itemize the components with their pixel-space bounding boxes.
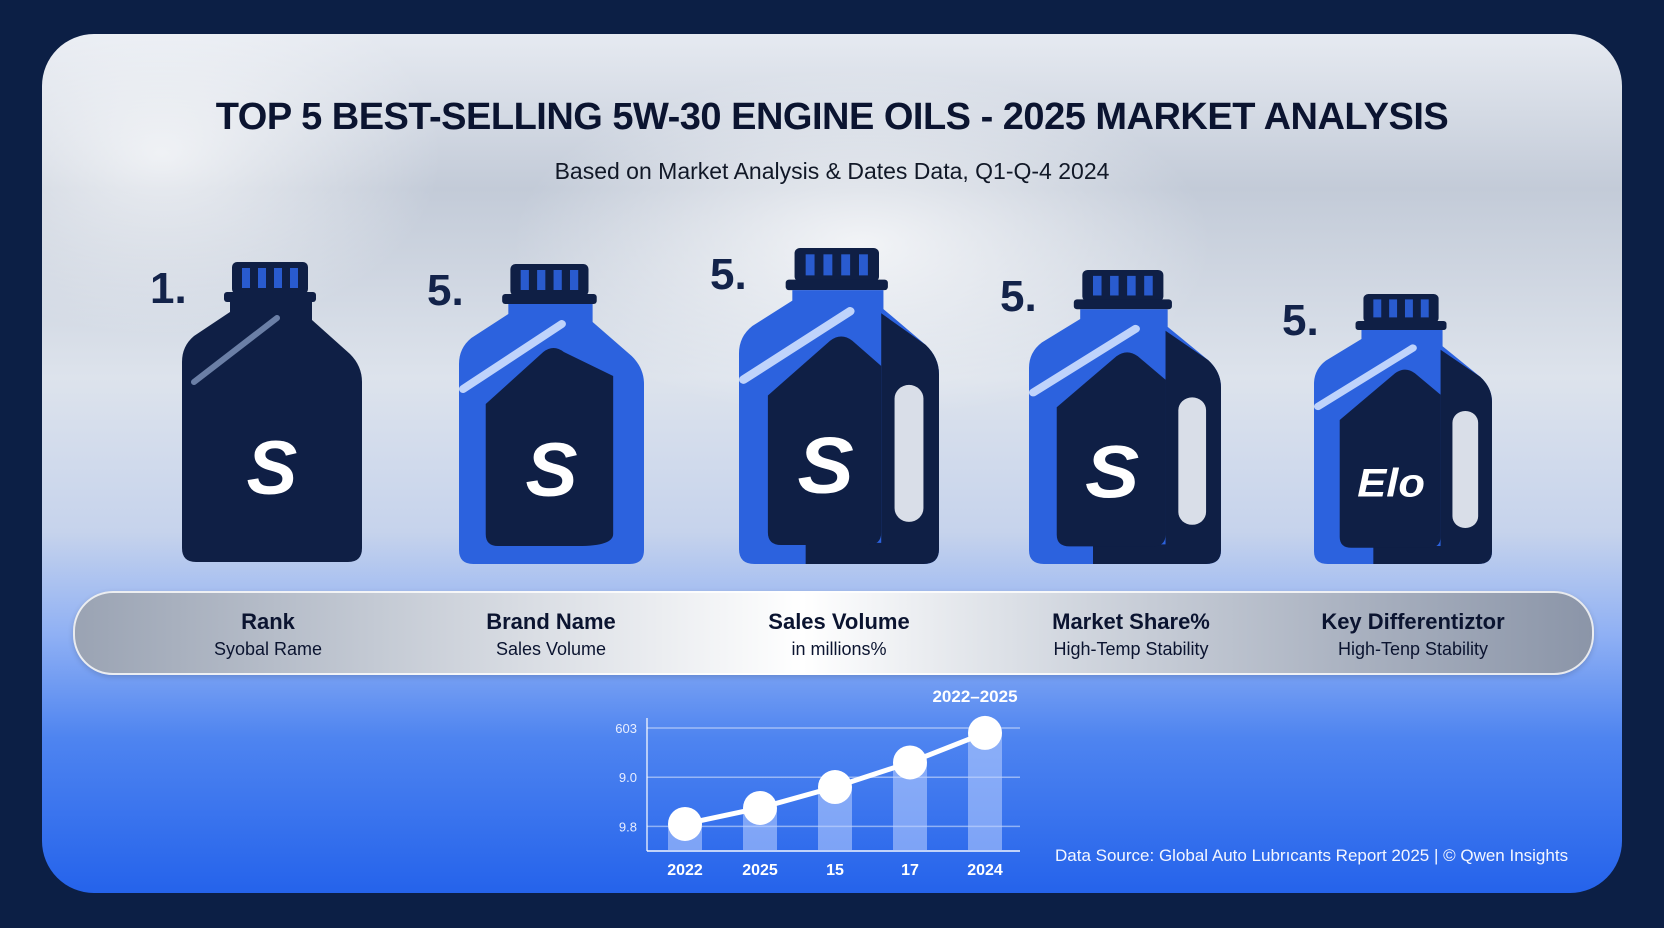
column-market-share: Market Share% High-Temp Stability (991, 609, 1271, 660)
column-subheading: Sales Volume (495, 639, 607, 659)
brand-logo: S (247, 426, 298, 511)
page-subtitle: Based on Market Analysis & Dates Data, Q… (554, 158, 1110, 184)
column-subheading: High-Tenp Stability (1337, 639, 1489, 659)
oil-bottle-icon: S (739, 248, 939, 564)
rank-number: 5. (710, 250, 747, 299)
trend-chart: 9.8 9.0 603 2022 2025 15 17 2024 2022–2025 (615, 687, 1020, 879)
y-tick-label: 9.0 (619, 770, 637, 785)
oil-bottle-icon: S (182, 262, 362, 562)
column-heading: Brand Name (486, 609, 616, 634)
x-tick-label: 17 (901, 862, 919, 879)
brand-logo: Elo (1357, 460, 1425, 505)
chart-annotation: 2022–2025 (932, 687, 1017, 706)
brand-logo: S (525, 428, 577, 513)
column-subheading: in millions% (791, 639, 887, 659)
column-heading: Market Share% (1052, 609, 1210, 634)
y-tick-label: 9.8 (619, 819, 637, 834)
data-point (893, 745, 927, 780)
brand-logo: S (1085, 431, 1139, 513)
data-source-footer: Data Source: Global Auto Lubrıcants Repo… (1055, 846, 1569, 865)
rank-number: 5. (1282, 296, 1319, 345)
column-subheading: Syobal Rame (213, 639, 323, 659)
rank-number: 1. (150, 264, 187, 313)
brand-logo: S (798, 421, 854, 510)
y-tick-label: 603 (615, 721, 637, 736)
oil-bottle-icon: S (459, 264, 644, 564)
data-point (818, 770, 852, 805)
bar (968, 732, 1002, 851)
x-tick-label: 2022 (667, 862, 703, 879)
data-point (743, 790, 777, 825)
column-key-differentiator: Key Differentiztor High-Tenp Stability (1273, 609, 1553, 660)
page-title: TOP 5 BEST-SELLING 5W-30 ENGINE OILS - 2… (215, 96, 1449, 138)
rank-number: 5. (427, 266, 464, 315)
x-tick-label: 2025 (742, 862, 778, 879)
column-rank: Rank Syobal Rame (128, 609, 408, 660)
column-sales-volume: Sales Volume in millions% (699, 609, 979, 660)
data-point (668, 806, 702, 841)
oil-bottle-icon: Elo (1314, 294, 1492, 564)
column-heading: Sales Volume (768, 609, 910, 634)
x-tick-label: 15 (826, 862, 844, 879)
rank-number: 5. (1000, 272, 1037, 321)
oil-bottle-icon: S (1029, 270, 1221, 564)
column-heading: Key Differentiztor (1321, 609, 1505, 634)
column-brand-name: Brand Name Sales Volume (411, 609, 691, 660)
data-point (968, 715, 1002, 750)
column-heading: Rank (241, 609, 295, 634)
infographic-card: TOP 5 BEST-SELLING 5W-30 ENGINE OILS - 2… (42, 34, 1622, 893)
column-subheading: High-Temp Stability (1053, 639, 1209, 659)
column-header-bar: Rank Syobal Rame Brand Name Sales Volume S… (73, 591, 1594, 675)
x-tick-label: 2024 (967, 862, 1003, 879)
